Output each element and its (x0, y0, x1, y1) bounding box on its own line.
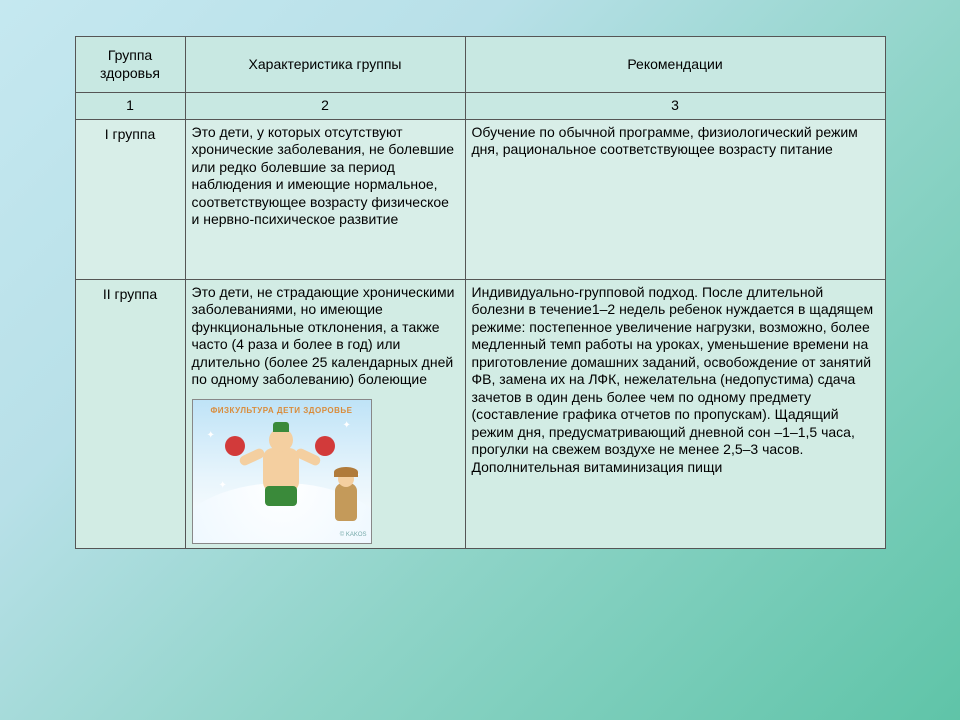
table-header-row: Группа здоровья Характеристика группы Ре… (75, 37, 885, 93)
group-2-characteristic: Это дети, не страдающие хроническими заб… (185, 279, 465, 548)
group-1-recommendation: Обучение по обычной программе, физиологи… (465, 119, 885, 279)
header-group: Группа здоровья (75, 37, 185, 93)
illustration-watermark: © KAKOS (340, 532, 367, 540)
group-2-characteristic-text: Это дети, не страдающие хроническими заб… (192, 284, 455, 388)
table-row: I группа Это дети, у которых отсутствуют… (75, 119, 885, 279)
health-groups-table: Группа здоровья Характеристика группы Ре… (75, 36, 886, 549)
table-row: II группа Это дети, не страдающие хронич… (75, 279, 885, 548)
group-1-label: I группа (75, 119, 185, 279)
exercise-illustration: ФИЗКУЛЬТУРА ДЕТИ ЗДОРОВЬЕ ✦ ✦ ✦ ✦ © KAKO… (192, 399, 372, 544)
header-recommendation: Рекомендации (465, 37, 885, 93)
colnum-2: 2 (185, 93, 465, 120)
colnum-3: 3 (465, 93, 885, 120)
header-characteristic: Характеристика группы (185, 37, 465, 93)
group-2-recommendation: Индивидуально-групповой подход. После дл… (465, 279, 885, 548)
group-2-label: II группа (75, 279, 185, 548)
colnum-1: 1 (75, 93, 185, 120)
group-1-characteristic: Это дети, у которых отсутствуют хроничес… (185, 119, 465, 279)
table-number-row: 1 2 3 (75, 93, 885, 120)
illustration-caption: ФИЗКУЛЬТУРА ДЕТИ ЗДОРОВЬЕ (193, 406, 371, 416)
